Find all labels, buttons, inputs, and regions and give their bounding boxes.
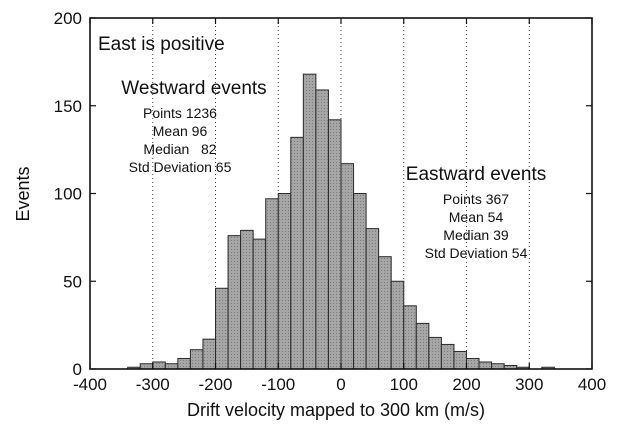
eastward-std-deviation: Std Deviation 54	[425, 245, 528, 261]
annotations: East is positive Westward events Points …	[98, 34, 546, 261]
x-tick-label: 200	[452, 375, 480, 394]
y-tick-label: 200	[54, 9, 82, 28]
x-tick-label: 300	[515, 375, 543, 394]
histogram-bar	[340, 163, 355, 370]
histogram-bar	[177, 357, 191, 370]
histogram-bar	[265, 198, 279, 370]
histogram-bar	[353, 193, 367, 370]
histogram-bar	[189, 349, 204, 370]
axis-ticks: -400 -300 -200 -100 0 100 200 300 400 0 50 100 150 20…	[54, 9, 607, 394]
westward-mean: Mean 96	[153, 123, 208, 139]
y-tick-label: 100	[54, 185, 82, 204]
histogram-bar	[378, 256, 392, 370]
histogram-bar	[466, 357, 480, 370]
histogram-bar	[252, 238, 267, 370]
histogram-bar	[478, 361, 493, 370]
histogram-bar	[302, 73, 317, 370]
westward-median: Median 82	[143, 141, 216, 157]
y-tick-label: 50	[63, 272, 82, 291]
histogram-bar	[365, 228, 380, 370]
eastward-points: Points 367	[443, 191, 509, 207]
histogram-bars	[127, 73, 555, 370]
westward-std-deviation: Std Deviation 65	[129, 159, 232, 175]
x-tick-label: -100	[261, 375, 295, 394]
histogram-bar	[415, 322, 430, 370]
x-axis-title: Drift velocity mapped to 300 km (m/s)	[187, 400, 485, 420]
histogram-bar	[428, 336, 442, 370]
histogram-bar	[277, 193, 292, 370]
y-tick-label: 150	[54, 97, 82, 116]
eastward-title: Eastward events	[406, 164, 546, 185]
x-tick-label: -200	[198, 375, 232, 394]
histogram-bar	[440, 343, 455, 370]
east-positive-label: East is positive	[98, 34, 225, 55]
westward-points: Points 1236	[143, 105, 217, 121]
y-tick-label: 0	[73, 360, 82, 379]
x-tick-label: -300	[136, 375, 170, 394]
x-tick-label: 400	[578, 375, 606, 394]
histogram-bar	[390, 280, 405, 370]
x-tick-label: 0	[336, 375, 345, 394]
histogram-bar	[453, 350, 468, 370]
histogram-bar	[215, 287, 229, 370]
histogram-bar	[152, 361, 166, 370]
histogram-bar	[315, 89, 329, 370]
histogram-bar	[290, 136, 304, 370]
histogram-bar	[403, 305, 417, 370]
histogram-bar	[202, 338, 216, 370]
westward-title: Westward events	[121, 78, 266, 99]
x-tick-label: 100	[390, 375, 418, 394]
eastward-median: Median 39	[443, 227, 509, 243]
eastward-mean: Mean 54	[449, 209, 504, 225]
histogram-bar	[327, 119, 342, 370]
x-tick-label: -400	[73, 375, 107, 394]
y-axis-title: Events	[13, 166, 33, 221]
histogram-bar	[240, 229, 254, 370]
histogram-bar	[227, 235, 242, 370]
